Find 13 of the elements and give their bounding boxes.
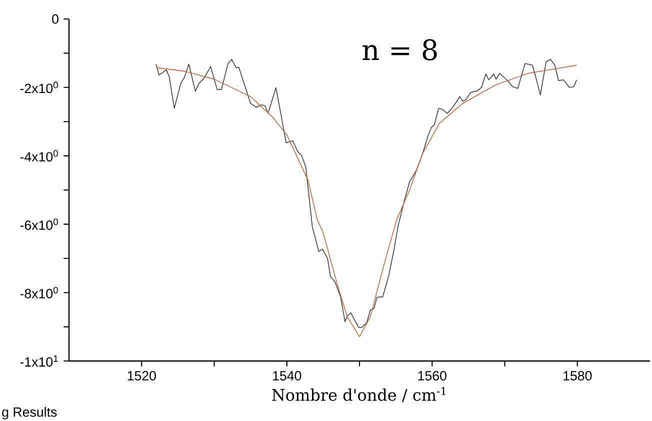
y-tick-label: -1x10$^{1}$ [20, 355, 58, 367]
x-tick-label: 1560 [418, 371, 446, 380]
x-tick-label: 1580 [564, 371, 592, 380]
y-tick-label: -4x10$^{0}$ [20, 150, 58, 162]
x-axis-title: Nombre d'onde / cm$^{-1}$ [272, 386, 446, 402]
annotation: n = 8 [362, 39, 437, 60]
y-tick-label: -2x10$^{0}$ [20, 82, 58, 94]
text: g Results [2, 406, 57, 420]
x-tick-label: 1520 [128, 371, 156, 380]
x-tick-label: 1540 [273, 371, 302, 380]
y-tick-label: 0 [52, 14, 58, 24]
y-tick-label: -8x10$^{0}$ [20, 286, 58, 298]
y-tick-label: -6x10$^{0}$ [20, 218, 58, 230]
